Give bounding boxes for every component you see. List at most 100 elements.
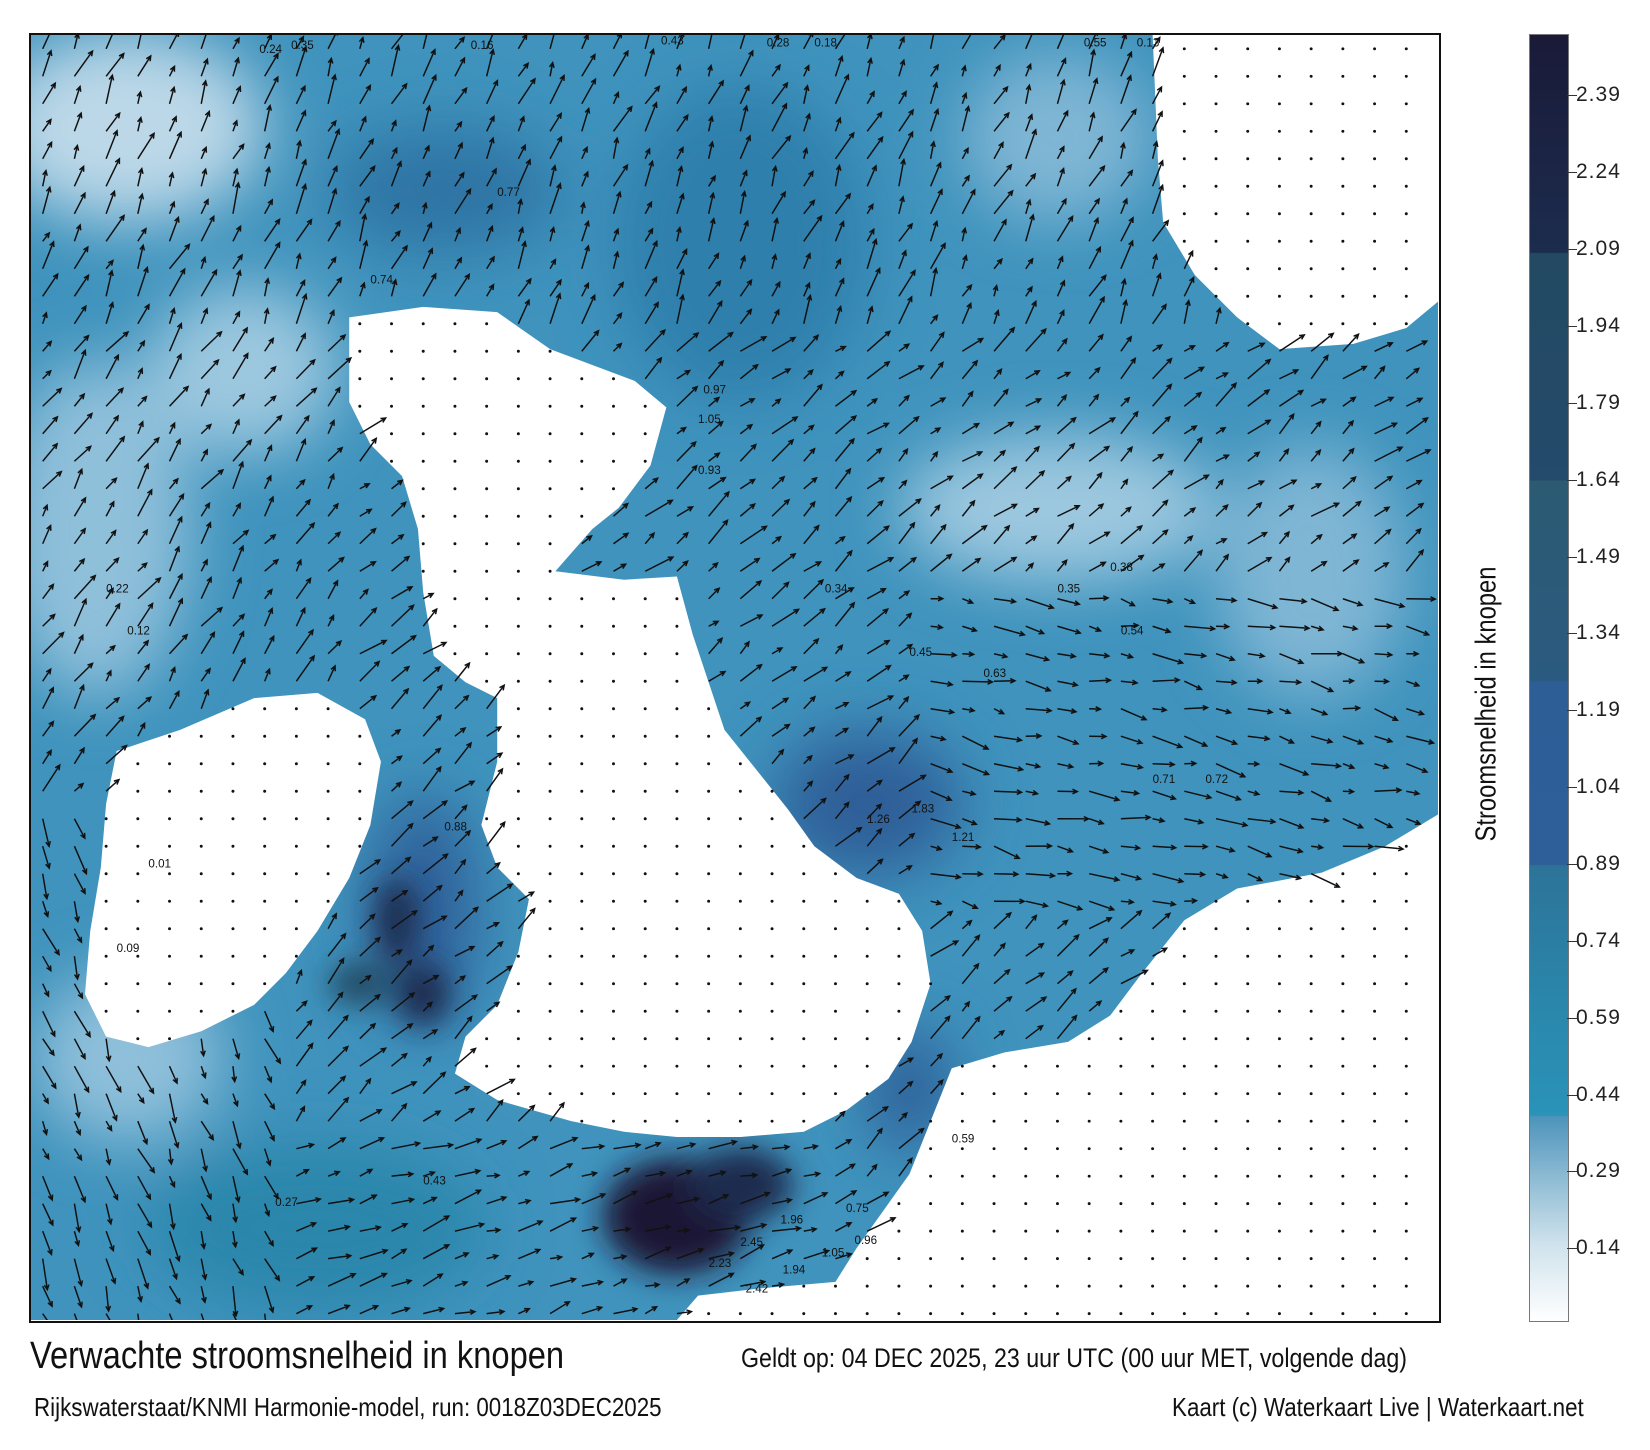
current-arrow xyxy=(263,444,273,462)
speed-label: 0.34 xyxy=(825,582,848,595)
grid-dot xyxy=(833,1037,837,1041)
grid-dot xyxy=(548,844,552,848)
current-arrow xyxy=(613,1306,639,1315)
current-arrow xyxy=(1120,949,1136,957)
current-arrow xyxy=(930,651,958,658)
current-arrow xyxy=(1406,680,1421,687)
current-arrow xyxy=(835,1252,853,1260)
current-arrow xyxy=(263,1285,275,1314)
model-run: Rijkswaterstaat/KNMI Harmonie-model, run… xyxy=(34,1392,662,1422)
current-arrow xyxy=(612,250,620,269)
grid-dot xyxy=(897,982,901,986)
current-arrow xyxy=(296,1196,322,1205)
grid-dot xyxy=(1404,1009,1408,1013)
grid-dot xyxy=(1214,102,1218,106)
current-arrow xyxy=(676,385,699,407)
grid-dot xyxy=(738,872,742,876)
current-arrow xyxy=(1279,479,1298,490)
current-arrow xyxy=(264,1093,276,1111)
current-arrow xyxy=(137,1230,152,1256)
current-arrow xyxy=(549,225,556,242)
current-arrow xyxy=(73,956,80,981)
current-arrow xyxy=(612,105,633,132)
current-arrow xyxy=(422,765,442,792)
current-arrow xyxy=(898,590,911,600)
current-arrow xyxy=(1342,625,1359,632)
current-arrow xyxy=(1120,396,1131,407)
current-arrow xyxy=(1088,1000,1103,1012)
current-arrow xyxy=(137,1286,144,1303)
current-arrow xyxy=(137,192,145,214)
current-arrow xyxy=(137,339,146,352)
grid-dot xyxy=(1277,74,1281,78)
current-arrow xyxy=(1120,506,1132,517)
current-arrow xyxy=(644,1141,662,1150)
current-arrow xyxy=(327,912,338,930)
current-arrow xyxy=(422,974,440,985)
current-arrow xyxy=(581,293,596,325)
current-arrow xyxy=(105,1313,111,1320)
current-arrow xyxy=(961,735,990,750)
grid-dot xyxy=(1087,1147,1091,1151)
current-arrow xyxy=(73,782,85,792)
current-arrow xyxy=(930,1015,951,1040)
current-arrow xyxy=(73,1093,81,1119)
current-arrow xyxy=(327,1137,347,1150)
current-arrow xyxy=(1311,762,1343,769)
grid-dot xyxy=(1309,954,1313,958)
grid-dot xyxy=(707,1009,711,1013)
current-arrow xyxy=(518,1170,531,1177)
current-arrow xyxy=(73,557,86,572)
current-arrow xyxy=(549,292,562,325)
current-arrow xyxy=(391,479,404,490)
grid-dot xyxy=(1119,1037,1123,1041)
grid-dot xyxy=(485,817,489,821)
current-arrow xyxy=(359,859,382,875)
current-arrow xyxy=(1310,598,1340,612)
current-arrow xyxy=(1247,873,1264,882)
current-arrow xyxy=(485,224,494,242)
current-arrow xyxy=(1310,502,1341,517)
current-arrow xyxy=(771,535,783,545)
current-arrow xyxy=(137,367,144,380)
current-arrow xyxy=(1342,396,1357,407)
current-arrow xyxy=(676,293,685,324)
speed-label: 0.43 xyxy=(661,35,684,48)
map-credit[interactable]: Kaart (c) Waterkaart Live | Waterkaart.n… xyxy=(1172,1392,1584,1422)
current-arrow xyxy=(1310,420,1322,435)
grid-dot xyxy=(453,404,457,408)
current-arrow xyxy=(73,873,86,895)
current-arrow xyxy=(676,268,685,297)
current-arrow xyxy=(1247,624,1277,631)
grid-dot xyxy=(231,762,235,766)
grid-dot xyxy=(580,762,584,766)
grid-dot xyxy=(1055,1174,1059,1178)
current-arrow xyxy=(295,45,308,77)
grid-dot xyxy=(1214,212,1218,216)
current-arrow xyxy=(1025,535,1038,545)
current-arrow xyxy=(390,501,407,517)
current-arrow xyxy=(962,871,984,877)
current-arrow xyxy=(168,1065,178,1085)
grid-dot xyxy=(136,954,140,958)
current-arrow xyxy=(1056,442,1076,462)
current-arrow xyxy=(613,1226,632,1233)
current-arrow xyxy=(41,818,51,848)
current-arrow xyxy=(1405,548,1425,572)
current-arrow xyxy=(42,34,51,50)
current-arrow xyxy=(708,1139,738,1150)
current-arrow xyxy=(1025,83,1032,104)
current-arrow xyxy=(136,90,143,104)
grid-dot xyxy=(326,872,330,876)
grid-dot xyxy=(1277,1119,1281,1123)
current-arrow xyxy=(866,639,891,655)
current-arrow xyxy=(391,665,411,682)
current-arrow xyxy=(327,386,341,407)
grid-dot xyxy=(1373,1037,1377,1041)
current-arrow xyxy=(708,637,724,655)
current-arrow xyxy=(42,955,52,973)
current-arrow xyxy=(232,181,241,214)
grid-dot xyxy=(1373,1009,1377,1013)
current-arrow xyxy=(454,741,473,765)
current-arrow xyxy=(264,337,275,352)
